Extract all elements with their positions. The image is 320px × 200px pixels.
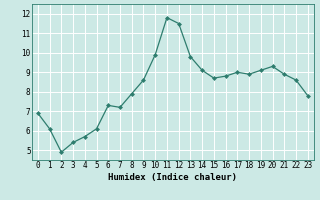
X-axis label: Humidex (Indice chaleur): Humidex (Indice chaleur) bbox=[108, 173, 237, 182]
